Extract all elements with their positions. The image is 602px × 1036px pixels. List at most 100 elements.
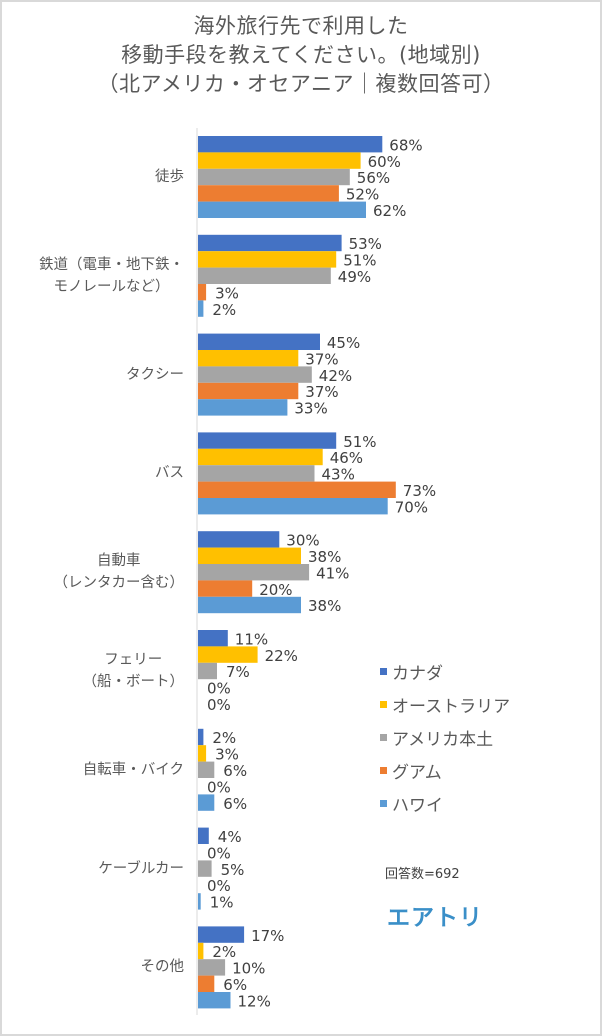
bar [198,267,331,284]
category-label: ケーブルカー [98,858,184,880]
legend-label: カナダ [392,664,443,684]
chart-title: 海外旅行先で利用した 移動手段を教えてください。(地域別) （北アメリカ・オセア… [0,12,602,99]
data-label: 43% [322,466,355,484]
bar [198,893,201,910]
bar [198,481,396,498]
bar [198,366,312,383]
bar [198,646,258,663]
brand-logo: エアトリ [387,905,483,931]
legend-item-guam: グアム [380,754,510,787]
data-label: 70% [395,498,428,516]
legend-swatch-australia [380,701,387,708]
legend-label: オーストラリア [392,697,511,717]
legend-label: アメリカ本土 [392,730,494,750]
category-label-line: ケーブルカー [98,860,184,877]
bar [198,728,204,746]
bar [198,547,301,564]
data-label: 7% [226,663,250,681]
data-label: 33% [294,400,327,418]
data-label: 0% [207,877,231,895]
data-label: 17% [251,927,284,945]
legend-label: グアム [392,763,442,783]
bar [198,465,315,482]
data-label: 30% [286,532,319,550]
bar [198,761,215,778]
bar [198,432,337,449]
data-label: 5% [221,861,245,879]
bar [198,662,217,680]
category-label-line: タクシー [126,366,184,383]
category-label: 鉄道（電車・地下鉄・ モノレールなど） [39,254,184,298]
bar [198,992,231,1009]
data-label: 52% [346,186,379,204]
data-label: 62% [373,202,406,220]
data-label: 11% [235,630,268,648]
bar [198,201,366,218]
bar [198,975,215,992]
data-label: 20% [259,581,292,599]
data-label: 38% [308,548,341,566]
data-label: 0% [207,680,231,698]
data-label: 46% [330,449,363,467]
bar [198,596,301,614]
bar [198,926,245,943]
respondent-count: 回答数=692 [385,867,460,882]
category-label-line: （船・ボート） [82,674,185,690]
data-label: 60% [368,153,401,171]
bar [198,942,204,960]
bar [198,580,253,597]
title-line-2: 移動手段を教えてください。(地域別) [121,43,481,67]
bar [198,168,350,186]
bar [198,234,342,252]
category-label-line: 自動車 [97,553,141,570]
bar [198,185,339,202]
data-label: 2% [212,301,236,319]
data-label: 3% [215,284,239,302]
category-label-line: （レンタカー含む） [53,575,185,592]
data-label: 42% [319,367,352,385]
data-label: 49% [338,268,371,286]
legend-swatch-canada [380,668,387,675]
bar [198,333,320,350]
category-label-line: バス [155,465,184,482]
data-label: 12% [238,992,271,1010]
legend-label: ハワイ [392,796,443,816]
bar [198,382,299,400]
legend-swatch-hawaii [380,800,387,807]
data-label: 38% [308,597,341,615]
data-label: 2% [212,943,236,961]
bar [198,860,212,877]
data-label: 10% [232,960,265,978]
data-label: 45% [327,334,360,352]
category-label-line: 徒歩 [155,169,184,185]
bar [198,136,383,153]
data-label: 68% [389,136,422,154]
bar [198,564,310,581]
legend: カナダ オーストラリア アメリカ本土 グアム ハワイ [380,655,510,820]
legend-item-us-mainland: アメリカ本土 [380,721,510,754]
data-label: 37% [305,350,338,368]
data-label: 1% [210,894,234,912]
bar [198,251,337,268]
data-label: 0% [207,696,231,714]
data-label: 6% [223,762,247,780]
category-label: 自動車 （レンタカー含む） [54,550,185,594]
category-label-line: 鉄道（電車・地下鉄・ [39,256,184,273]
category-label-line: その他 [140,959,185,976]
title-line-1: 海外旅行先で利用した [193,14,409,38]
title-line-3: （北アメリカ・オセアニア｜複数回答可） [97,72,505,96]
category-label: フェリー （船・ボート） [83,649,185,693]
data-label: 56% [357,169,390,187]
bar [198,350,299,367]
bar [198,827,209,844]
data-label: 37% [305,383,338,401]
data-label: 4% [218,828,242,846]
category-label-line: 自転車・バイク [82,761,184,778]
bar [198,498,388,515]
bar [198,630,228,647]
bar [198,399,288,416]
data-label: 0% [207,844,231,862]
category-label: タクシー [126,364,184,386]
data-label: 2% [212,729,236,747]
data-label: 51% [343,433,376,451]
